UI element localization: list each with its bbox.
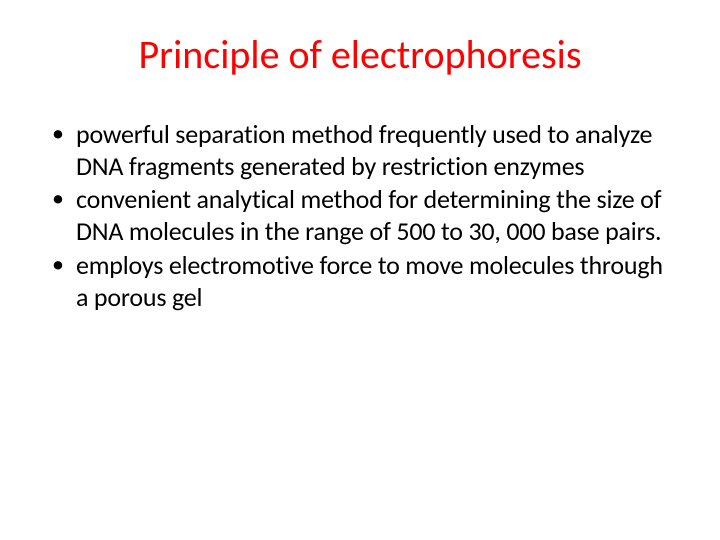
bullet-item: convenient analytical method for determi…	[48, 184, 680, 247]
slide: Principle of electrophoresis powerful se…	[0, 0, 720, 540]
slide-title: Principle of electrophoresis	[40, 30, 680, 79]
bullet-list: powerful separation method frequently us…	[40, 119, 680, 313]
bullet-item: employs electromotive force to move mole…	[48, 250, 680, 313]
bullet-item: powerful separation method frequently us…	[48, 119, 680, 182]
